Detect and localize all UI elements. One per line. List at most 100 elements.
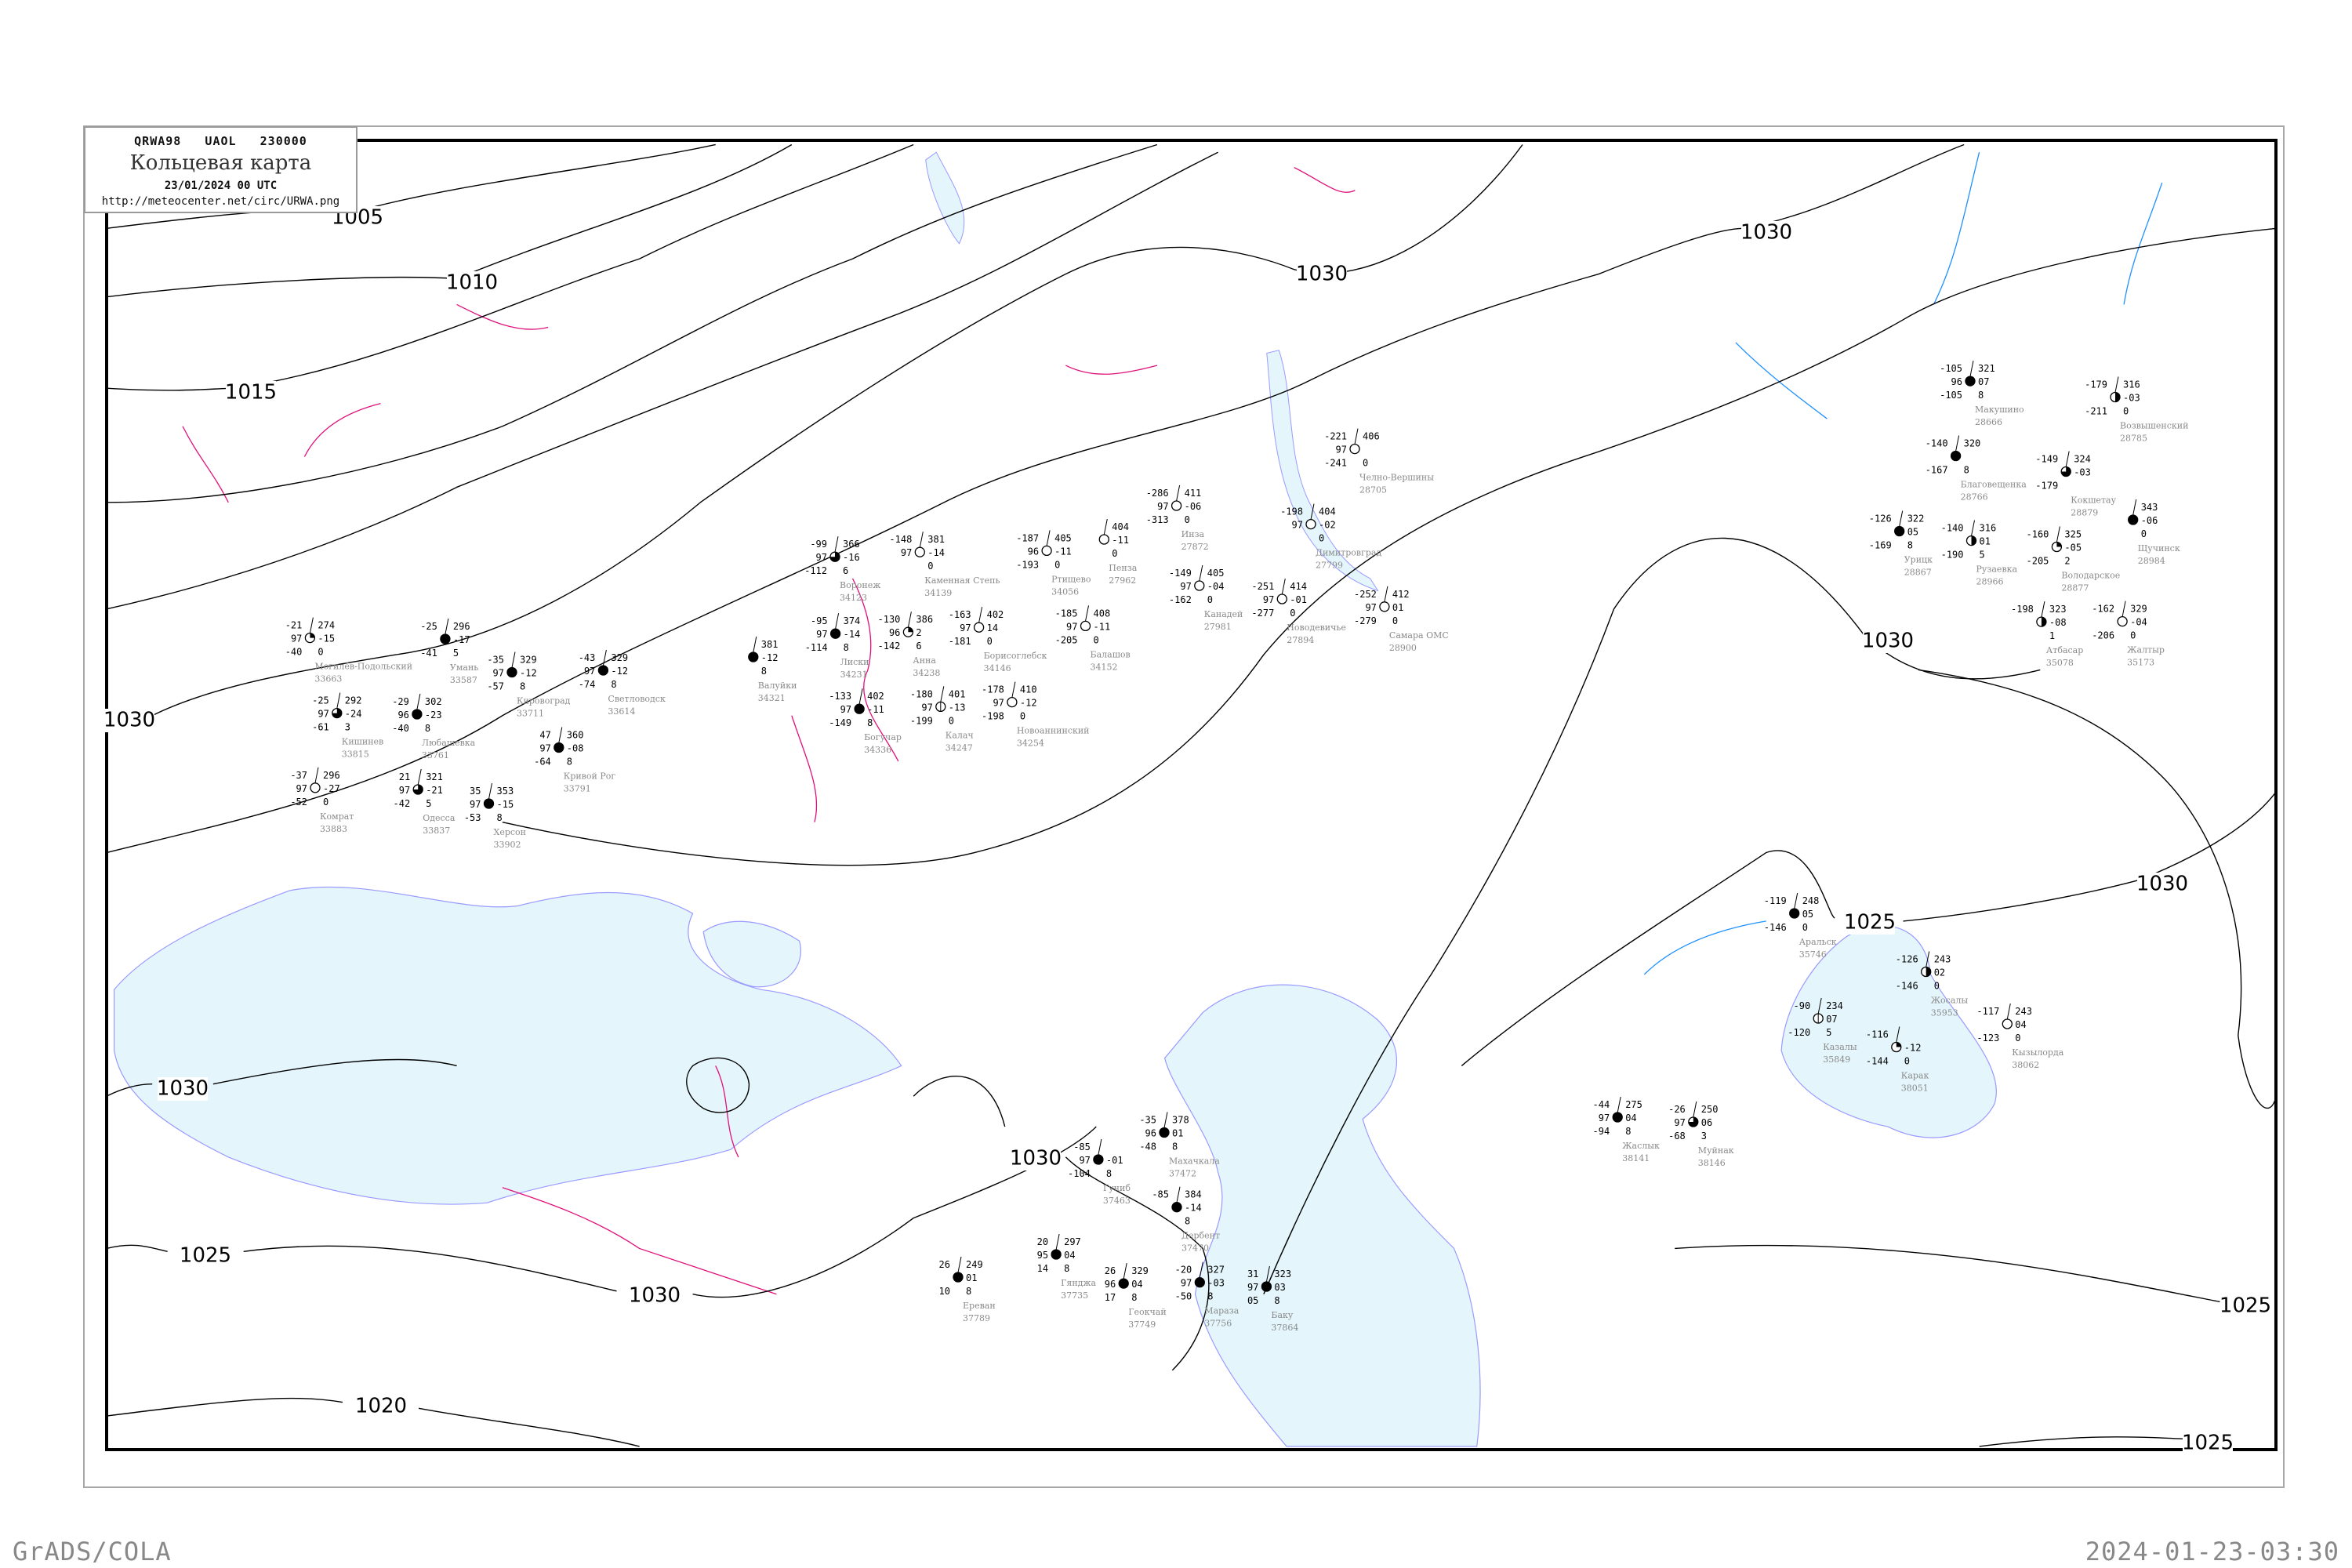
pressure: 321	[426, 771, 443, 782]
isobar-label: 1025	[1844, 911, 1896, 935]
pressure: 296	[323, 770, 340, 781]
station-33761[interactable]: -29 302 96 -23 -40 8 Любашевка 33761	[392, 693, 476, 760]
station-37735[interactable]: 20 297 95 04 14 8 Гянджа 37735	[1037, 1233, 1097, 1301]
station-28867[interactable]: -126 322 05 -169 8 Урицк 28867	[1869, 510, 1933, 578]
dewpoint: -169	[1869, 540, 1892, 551]
wind-barb-icon	[1055, 1233, 1060, 1250]
station-27872[interactable]: -286 411 97 -06 -313 0 Инза 27872	[1146, 485, 1209, 552]
dewpoint: -198	[982, 711, 1004, 722]
station-34152[interactable]: -185 408 97 -11 -205 0 Балашов 34152	[1055, 605, 1131, 672]
pressure: 250	[1701, 1104, 1719, 1115]
cloud-cover-icon	[1194, 1277, 1205, 1288]
cloud-cover-icon	[1261, 1281, 1272, 1292]
station-33902[interactable]: 35 353 97 -15 -53 8 Херсон 33902	[464, 782, 526, 850]
station-37749[interactable]: 26 329 96 04 17 8 Геокчай 37749	[1105, 1263, 1167, 1330]
temperature: -43	[579, 652, 596, 663]
station-index: 37864	[1271, 1323, 1298, 1333]
station-33614[interactable]: -43 329 97 -12 -74 8 Светловодск 33614	[579, 649, 666, 717]
pressure: 404	[1112, 521, 1129, 532]
cloud-height: 8	[497, 812, 503, 823]
station-38141[interactable]: -44 275 97 04 -94 8 Жаслык 38141	[1593, 1096, 1661, 1163]
pressure: 408	[1094, 608, 1111, 619]
station-33587[interactable]: -25 296 -17 -41 5 Умань 33587	[420, 618, 478, 685]
station-34146[interactable]: -163 402 97 14 -181 0 Борисоглебск 34146	[949, 607, 1047, 673]
station-27981[interactable]: -149 405 97 -04 -162 0 Канадей 27981	[1169, 564, 1243, 632]
pressure-tendency: -12	[520, 668, 537, 679]
wind-barb-icon	[2122, 601, 2126, 617]
station-37789[interactable]: 26 249 01 10 8 Ереван 37789	[939, 1256, 996, 1323]
station-27799[interactable]: -198 404 97 -02 0 Димитровград 27799	[1280, 503, 1381, 571]
wind-barb-icon	[417, 768, 422, 786]
cloud-cover-icon	[1379, 601, 1390, 612]
wind-barb-icon	[1199, 1261, 1203, 1278]
station-index: 38141	[1622, 1153, 1650, 1163]
station-28900[interactable]: -252 412 97 01 -279 0 Самара ОМС 28900	[1354, 586, 1449, 653]
station-34247[interactable]: -180 401 97 -13 -199 0 Калач 34247	[910, 686, 974, 753]
dewpoint: -61	[312, 722, 329, 733]
station-33711[interactable]: -35 329 97 -12 -57 8 Кировоград 33711	[487, 652, 571, 719]
map-outer-border	[83, 125, 2285, 1488]
station-35953[interactable]: -126 243 02 -146 0 Жосалы 35953	[1896, 951, 1969, 1018]
visibility: 97	[1247, 1282, 1258, 1293]
station-38146[interactable]: -26 250 97 06 -68 3 Муйнак 38146	[1668, 1101, 1734, 1168]
station-name: Лиски	[840, 657, 869, 667]
temperature: -126	[1869, 514, 1892, 524]
cloud-height: 5	[426, 798, 431, 809]
station-33815[interactable]: -25 292 97 -24 -61 3 Кишинев 33815	[312, 692, 383, 760]
station-37463[interactable]: -85 97 -01 -104 8 Гуниб 37463	[1068, 1138, 1131, 1206]
station-28705[interactable]: -221 406 97 -241 0 Челно-Вершины 28705	[1324, 428, 1434, 495]
station-27962[interactable]: 404 -11 0 Пенза 27962	[1098, 518, 1138, 586]
station-28966[interactable]: -140 316 01 -190 5 Рузаевка 28966	[1941, 520, 2018, 587]
station-name: Махачкала	[1169, 1156, 1220, 1167]
isobar-label: 1020	[355, 1395, 407, 1418]
cloud-cover-icon	[1007, 696, 1018, 708]
station-34231[interactable]: -95 374 97 -14 -114 8 Лиски 34231	[805, 613, 869, 680]
station-34139[interactable]: -148 381 97 -14 0 Каменная Степь 34139	[889, 532, 1000, 598]
station-28879[interactable]: -149 324 -03 -179 Кокшетау 28879	[2035, 451, 2117, 518]
pressure: 275	[1625, 1099, 1642, 1110]
station-37756[interactable]: -20 327 97 -03 -50 8 Мараза 37756	[1175, 1261, 1240, 1329]
station-28877[interactable]: -160 325 -05 -205 2 Володарское 28877	[2026, 526, 2120, 593]
pressure: 405	[1207, 568, 1225, 579]
station-37864[interactable]: 31 323 97 03 05 8 Баку 37864	[1247, 1265, 1298, 1333]
cloud-fill-icon	[1926, 967, 1931, 977]
station-index: 34254	[1017, 739, 1044, 749]
station-33837[interactable]: 21 321 97 -21 -42 5 Одесса 33837	[394, 768, 456, 836]
station-34056[interactable]: -187 405 96 -11 -193 0 Ртищево 34056	[1016, 530, 1091, 597]
isobar-label: 1030	[157, 1077, 209, 1101]
station-name: Гуниб	[1103, 1183, 1131, 1193]
station-33883[interactable]: -37 296 97 -27 -52 0 Комрат 33883	[290, 767, 354, 834]
station-34321[interactable]: 381 -12 8 Валуйки 34321	[748, 636, 797, 703]
station-28766[interactable]: -140 320 -167 8 Благовещенка 28766	[1926, 435, 2027, 503]
station-34254[interactable]: -178 410 97 -12 -198 0 Новоаннинский 34254	[982, 681, 1090, 749]
station-34336[interactable]: -133 402 97 -11 -149 8 Богучар 34336	[829, 688, 902, 755]
station-37470[interactable]: -85 384 -14 8 Дербент 37470	[1152, 1186, 1220, 1254]
station-27894[interactable]: -251 414 97 -01 -277 0 Новодевичье 27894	[1251, 578, 1346, 645]
station-33663[interactable]: -21 274 97 -15 -40 0 Могилёв-Подольский 33663	[285, 617, 412, 684]
station-33791[interactable]: 47 360 97 -08 -64 8 Кривой Рог 33791	[534, 727, 615, 794]
station-28984[interactable]: 343 -06 0 Щучинск 28984	[2128, 499, 2180, 566]
station-34238[interactable]: -130 386 96 2 -142 6 Анна 34238	[877, 612, 940, 678]
map-title: Кольцевая карта	[129, 151, 312, 175]
temperature: -198	[2011, 604, 2034, 615]
pressure-tendency: 03	[1274, 1282, 1285, 1293]
source-url[interactable]: http://meteocenter.net/circ/URWA.png	[101, 195, 340, 208]
station-35746[interactable]: -119 248 05 -146 0 Аральск 35746	[1764, 892, 1837, 960]
station-38051[interactable]: -116 -12 -144 0 Карак 38051	[1866, 1026, 1929, 1094]
station-37472[interactable]: -35 378 96 01 -48 8 Махачкала 37472	[1139, 1112, 1220, 1179]
isobar-label-bg	[104, 709, 154, 732]
station-index: 35849	[1823, 1054, 1850, 1065]
station-35173[interactable]: -162 329 -04 -206 0 Жалтыр 35173	[2092, 601, 2165, 668]
temperature: -126	[1896, 954, 1918, 965]
station-35849[interactable]: -90 234 07 -120 5 Казалы 35849	[1788, 997, 1857, 1065]
station-35078[interactable]: -198 323 -08 1 Атбасар 35078	[2011, 601, 2083, 668]
station-28666[interactable]: -105 321 96 07 -105 8 Макушино 28666	[1940, 361, 2024, 427]
pressure-tendency: 04	[1131, 1279, 1142, 1290]
station-34123[interactable]: -99 366 97 -16 -112 6 Воронеж 34123	[804, 536, 880, 603]
pressure: 248	[1802, 895, 1820, 906]
wind-barb-icon	[1123, 1263, 1127, 1279]
station-28785[interactable]: -179 316 -03 -211 0 Возвышенский 28785	[2085, 376, 2188, 444]
cloud-fill-icon	[413, 785, 423, 794]
wind-barb-icon	[957, 1256, 962, 1273]
station-38062[interactable]: -117 243 04 -123 0 Кызылорда 38062	[1976, 1003, 2064, 1070]
